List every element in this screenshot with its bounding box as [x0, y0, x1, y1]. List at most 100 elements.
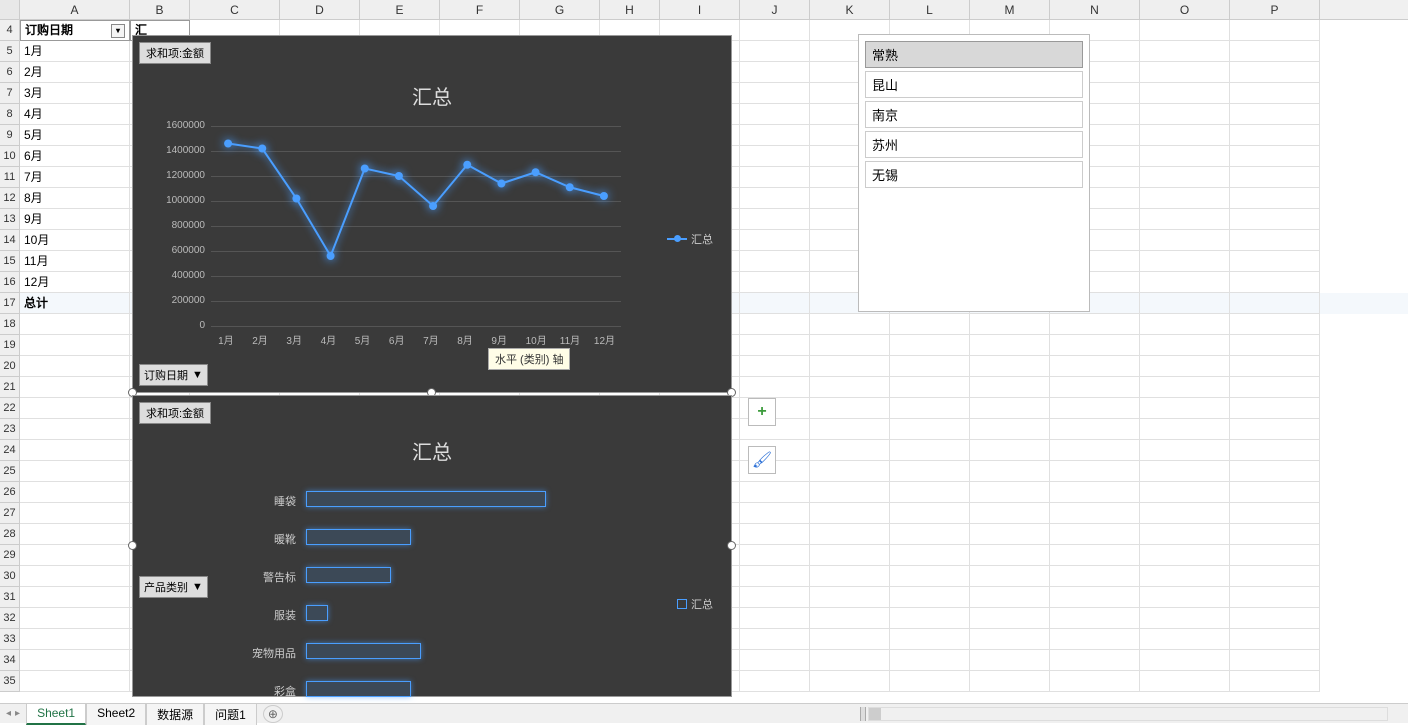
cell[interactable]: [740, 83, 810, 104]
row-header[interactable]: 31: [0, 587, 20, 608]
scrollbar-thumb[interactable]: [869, 708, 881, 720]
cell[interactable]: [1050, 461, 1140, 482]
slicer-panel[interactable]: 常熟昆山南京苏州无锡: [858, 34, 1090, 312]
cell[interactable]: 2月: [20, 62, 130, 83]
row-header[interactable]: 20: [0, 356, 20, 377]
cell[interactable]: [970, 377, 1050, 398]
chart-legend[interactable]: 汇总: [677, 596, 713, 612]
cell[interactable]: [1230, 314, 1320, 335]
column-header[interactable]: B: [130, 0, 190, 19]
cell[interactable]: [20, 566, 130, 587]
cell[interactable]: [1230, 650, 1320, 671]
cell[interactable]: [970, 419, 1050, 440]
cell[interactable]: [1140, 146, 1230, 167]
cell[interactable]: [1230, 419, 1320, 440]
cell[interactable]: [1140, 440, 1230, 461]
cell[interactable]: [890, 335, 970, 356]
cell[interactable]: [890, 419, 970, 440]
row-header[interactable]: 28: [0, 524, 20, 545]
cell[interactable]: [1140, 125, 1230, 146]
sheet-tab[interactable]: 数据源: [146, 703, 204, 725]
row-header[interactable]: 6: [0, 62, 20, 83]
cell[interactable]: [1140, 20, 1230, 41]
cell[interactable]: [810, 608, 890, 629]
cell[interactable]: [970, 650, 1050, 671]
cell[interactable]: [810, 314, 890, 335]
column-header[interactable]: K: [810, 0, 890, 19]
cell[interactable]: [20, 524, 130, 545]
row-header[interactable]: 15: [0, 251, 20, 272]
cell[interactable]: [740, 41, 810, 62]
cell[interactable]: [1230, 272, 1320, 293]
column-header[interactable]: H: [600, 0, 660, 19]
cell[interactable]: [1140, 41, 1230, 62]
cell[interactable]: [1140, 398, 1230, 419]
cell[interactable]: [1140, 62, 1230, 83]
bar[interactable]: [306, 681, 411, 697]
sheet-tab[interactable]: Sheet2: [86, 703, 146, 725]
cell[interactable]: [970, 629, 1050, 650]
row-header[interactable]: 10: [0, 146, 20, 167]
cell[interactable]: [20, 419, 130, 440]
cell[interactable]: [1230, 482, 1320, 503]
cell[interactable]: [1050, 671, 1140, 692]
sheet-tab[interactable]: Sheet1: [26, 703, 86, 725]
cell[interactable]: [1230, 629, 1320, 650]
cell[interactable]: [1140, 314, 1230, 335]
cell[interactable]: [1140, 335, 1230, 356]
cell[interactable]: [740, 146, 810, 167]
cell[interactable]: [890, 482, 970, 503]
bar[interactable]: [306, 491, 546, 507]
row-header[interactable]: 13: [0, 209, 20, 230]
row-header[interactable]: 33: [0, 629, 20, 650]
cell[interactable]: [1140, 671, 1230, 692]
row-header[interactable]: 19: [0, 335, 20, 356]
cell[interactable]: [890, 545, 970, 566]
cell[interactable]: [890, 356, 970, 377]
cell[interactable]: [810, 629, 890, 650]
cell[interactable]: [1050, 482, 1140, 503]
cell[interactable]: [740, 293, 810, 314]
cell[interactable]: [810, 377, 890, 398]
cell[interactable]: [1140, 419, 1230, 440]
cell[interactable]: [1050, 629, 1140, 650]
cell[interactable]: [1140, 167, 1230, 188]
row-header[interactable]: 17: [0, 293, 20, 314]
cell[interactable]: [1050, 356, 1140, 377]
cell[interactable]: [1140, 104, 1230, 125]
column-header[interactable]: F: [440, 0, 520, 19]
row-header[interactable]: 4: [0, 20, 20, 41]
cell[interactable]: [740, 650, 810, 671]
row-header[interactable]: 16: [0, 272, 20, 293]
column-header[interactable]: J: [740, 0, 810, 19]
column-header[interactable]: D: [280, 0, 360, 19]
row-header[interactable]: 5: [0, 41, 20, 62]
cell[interactable]: [810, 587, 890, 608]
cell[interactable]: [20, 587, 130, 608]
cell[interactable]: [1140, 188, 1230, 209]
cell[interactable]: [740, 482, 810, 503]
cell[interactable]: [1050, 377, 1140, 398]
cell[interactable]: [970, 335, 1050, 356]
cell[interactable]: [890, 461, 970, 482]
cell[interactable]: [1230, 104, 1320, 125]
cell[interactable]: [810, 482, 890, 503]
cell[interactable]: [740, 587, 810, 608]
cell[interactable]: [970, 545, 1050, 566]
cell[interactable]: [890, 377, 970, 398]
cell[interactable]: [810, 419, 890, 440]
cell[interactable]: [740, 209, 810, 230]
row-header[interactable]: 11: [0, 167, 20, 188]
cell[interactable]: [1140, 377, 1230, 398]
cell[interactable]: [890, 608, 970, 629]
cell[interactable]: 7月: [20, 167, 130, 188]
cell[interactable]: [1140, 230, 1230, 251]
cell[interactable]: [1140, 83, 1230, 104]
slicer-item[interactable]: 南京: [865, 101, 1083, 128]
cell[interactable]: [1140, 566, 1230, 587]
cell[interactable]: [1230, 209, 1320, 230]
cell[interactable]: [970, 356, 1050, 377]
row-header[interactable]: 27: [0, 503, 20, 524]
column-header[interactable]: L: [890, 0, 970, 19]
cell[interactable]: [20, 356, 130, 377]
